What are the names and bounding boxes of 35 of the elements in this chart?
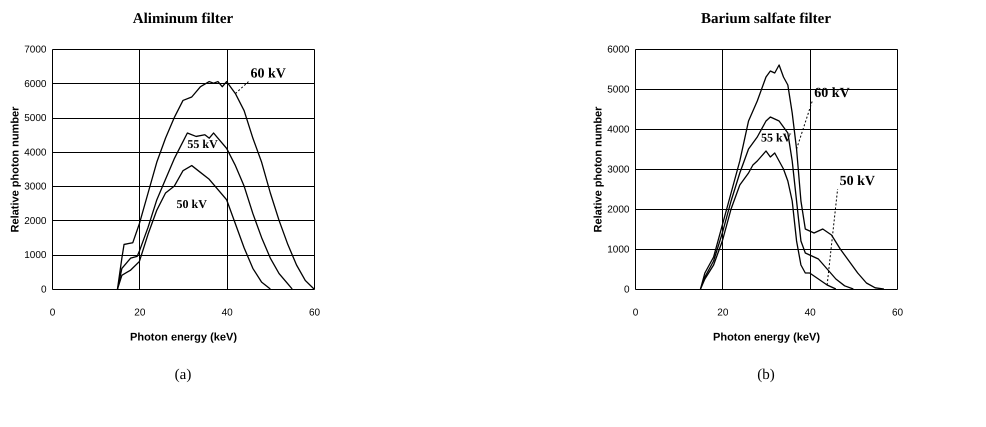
- text: 50 kV: [840, 174, 876, 189]
- y-tick-label: 3000: [24, 182, 47, 193]
- y-tick-label: 6000: [24, 78, 47, 90]
- y-tick-label: 1000: [24, 250, 47, 262]
- chart-title: Barium salfate filter: [701, 11, 832, 27]
- y-tick-label: 7000: [24, 44, 47, 56]
- y-tick-label: 3000: [607, 164, 630, 176]
- x-tick-label: 20: [717, 308, 729, 318]
- chart-title: Aliminum filter: [132, 11, 234, 27]
- y-tick-label: 6000: [607, 44, 630, 56]
- x-tick-label: 20: [134, 308, 146, 318]
- y-tick-label: 0: [624, 284, 630, 296]
- x-tick-label: 40: [222, 308, 234, 318]
- y-tick-label: 5000: [607, 84, 630, 96]
- text: (a): [174, 367, 192, 383]
- y-tick-label: 4000: [24, 147, 47, 158]
- x-tick-label: 0: [632, 308, 639, 318]
- y-tick-label: 4000: [607, 124, 630, 136]
- y-tick-label: 0: [40, 284, 47, 296]
- y-tick-label: 5000: [24, 113, 47, 124]
- y-axis-title: Relative photon number: [9, 106, 22, 232]
- y-tick-label: 2000: [607, 204, 630, 216]
- x-axis-title: Photon energy (keV): [130, 332, 238, 344]
- x-tick-label: 0: [50, 308, 56, 318]
- x-tick-label: 60: [308, 308, 320, 318]
- y-axis-title: Relative photon number: [592, 106, 604, 232]
- y-tick-label: 2000: [24, 216, 47, 227]
- x-tick-label: 60: [892, 308, 904, 318]
- series-label: 60 kV: [250, 66, 286, 82]
- x-tick-label: 40: [804, 308, 816, 318]
- x-axis-title: Photon energy (keV): [713, 332, 820, 344]
- y-tick-label: 1000: [607, 244, 630, 256]
- series-label: 50 kV: [176, 196, 208, 211]
- text: (b): [757, 367, 775, 383]
- series-label: 55 kV: [187, 136, 218, 151]
